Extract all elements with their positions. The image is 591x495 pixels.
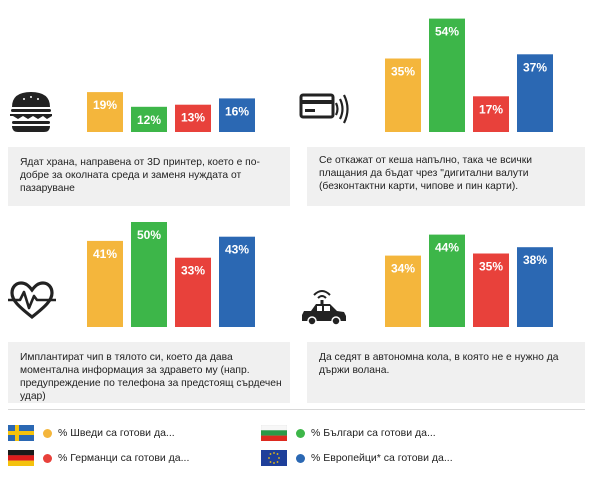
bar-label-2-europe: 37% — [523, 60, 547, 74]
bar-label-2-bulgaria: 54% — [435, 25, 459, 39]
bar-2-sweden — [385, 58, 421, 132]
bar-label-3-germany: 33% — [181, 264, 205, 278]
autonomous-car-icon — [302, 290, 346, 326]
legend-germany: % Германци са готови да... — [8, 450, 189, 466]
legend-label-germany: % Германци са готови да... — [58, 452, 190, 464]
legend-sweden: % Шведи са готови да... — [8, 425, 175, 441]
bar-1-sweden — [87, 92, 123, 132]
caption-food-printer: Ядат храна, направена от 3D принтер, кое… — [20, 157, 260, 194]
caption-box-3 — [8, 342, 290, 403]
legend-label-sweden: % Шведи са готови да... — [58, 427, 175, 439]
bar-2-bulgaria — [429, 18, 465, 133]
legend-dot-sweden — [43, 428, 52, 438]
bar-2-germany — [473, 96, 509, 132]
bar-3-europe — [219, 236, 255, 327]
bar-2-europe — [517, 54, 553, 132]
bar-1-bulgaria — [131, 106, 167, 132]
bar-3-sweden — [87, 240, 123, 327]
contactless-card-icon — [299, 93, 349, 124]
bar-1-europe — [219, 98, 255, 132]
bar-label-1-germany: 13% — [181, 111, 205, 125]
bulgaria-flag-icon — [261, 425, 287, 441]
bar-label-2-sweden: 35% — [391, 65, 415, 79]
legend-bulgaria: % Българи са готови да... — [261, 425, 436, 441]
bar-label-1-sweden: 19% — [93, 98, 117, 112]
bar-label-4-bulgaria: 44% — [435, 241, 459, 255]
legend-dot-germany — [43, 453, 52, 463]
legend-label-bulgaria: % Българи са готови да... — [311, 427, 436, 439]
bar-label-3-sweden: 41% — [93, 247, 117, 261]
bar-3-bulgaria — [131, 222, 167, 327]
bar-label-1-europe: 16% — [225, 104, 249, 118]
bar-4-sweden — [385, 255, 421, 327]
bar-1-germany — [175, 104, 211, 132]
bar-label-2-germany: 17% — [479, 102, 503, 116]
germany-flag-icon — [8, 450, 34, 466]
bar-4-germany — [473, 253, 509, 327]
caption-autonomous-car: Да седят в автономна кола, в която не е … — [319, 352, 559, 376]
caption-box-2 — [307, 147, 585, 206]
caption-cashless: Се откажат от кеша напълно, така че всич… — [319, 155, 532, 192]
bar-3-germany — [175, 257, 211, 327]
caption-implant: Имплантират чип в тялото си, което да да… — [20, 352, 282, 402]
heart-pulse-icon — [8, 281, 56, 320]
caption-box-1 — [8, 147, 290, 206]
bar-label-4-europe: 38% — [523, 253, 547, 267]
bar-label-4-sweden: 34% — [391, 262, 415, 276]
bar-4-bulgaria — [429, 234, 465, 327]
legend-dot-europe — [296, 453, 305, 463]
bar-label-3-europe: 43% — [225, 243, 249, 257]
sweden-flag-icon — [8, 425, 34, 441]
legend-label-europe: % Европейци* са готови да... — [311, 452, 453, 464]
burger-icon — [10, 92, 52, 132]
bar-label-4-germany: 35% — [479, 260, 503, 274]
legend-dot-bulgaria — [296, 428, 305, 438]
caption-box-4 — [307, 342, 585, 403]
bar-label-1-bulgaria: 12% — [137, 113, 161, 127]
bar-4-europe — [517, 247, 553, 327]
bar-label-3-bulgaria: 50% — [137, 228, 161, 242]
legend-europe: % Европейци* са готови да... — [261, 450, 453, 466]
bar-charts: 19% 12% 13% 16% 35% 54% 17% 37% 41% 50% 33% 43% 34% 4… — [8, 18, 585, 410]
eu-flag-icon — [261, 450, 287, 466]
